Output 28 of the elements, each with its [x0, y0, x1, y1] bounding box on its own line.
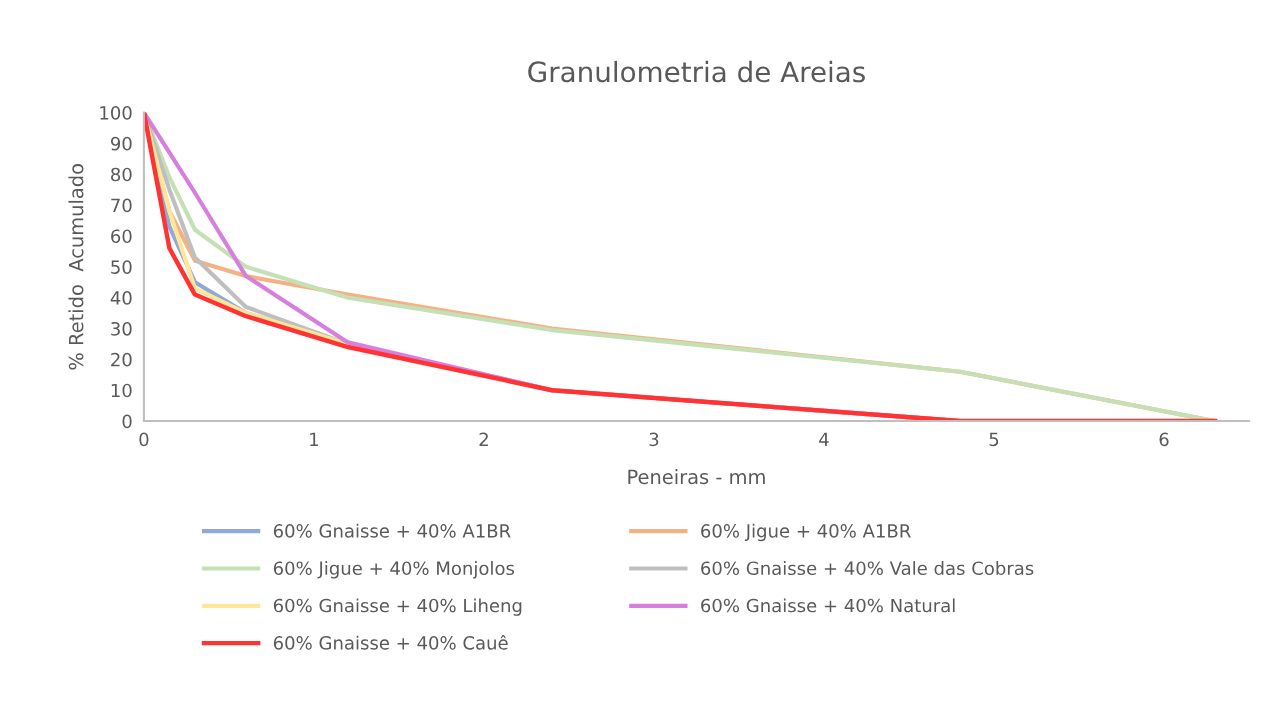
- x-axis-title: Peneiras - mm: [628, 469, 765, 485]
- legend-label: 60% Gnaisse + 40% Cauê: [273, 635, 508, 650]
- x-tick-label: 5: [989, 432, 999, 447]
- y-axis-title: % Retido Acumulado: [68, 164, 84, 370]
- y-tick-label: 100: [100, 105, 132, 120]
- legend-label: 60% Gnaisse + 40% Natural: [701, 598, 955, 613]
- legend-label: 60% Jigue + 40% Monjolos: [273, 561, 515, 579]
- y-tick-label: 60: [111, 229, 132, 244]
- legend-label: 60% Gnaisse + 40% Vale das Cobras: [701, 561, 1034, 576]
- y-tick-label: 0: [122, 414, 132, 429]
- legend-label: 60% Gnaisse + 40% Liheng: [273, 598, 522, 616]
- x-tick-label: 3: [649, 432, 659, 447]
- chart-title: Granulometria de Areias: [528, 60, 865, 83]
- legend-label: 60% Jigue + 40% A1BR: [701, 523, 911, 542]
- x-tick-label: 1: [310, 432, 319, 446]
- x-tick-label: 4: [819, 432, 829, 446]
- y-tick-label: 10: [111, 383, 132, 398]
- y-tick-label: 20: [111, 352, 132, 367]
- x-tick-label: 6: [1159, 432, 1169, 447]
- y-tick-label: 90: [110, 136, 132, 151]
- y-tick-label: 70: [111, 198, 132, 213]
- y-tick-label: 30: [111, 321, 132, 336]
- legend-label: 60% Gnaisse + 40% A1BR: [273, 523, 511, 538]
- y-tick-label: 80: [111, 167, 132, 182]
- y-tick-label: 40: [110, 291, 132, 305]
- y-tick-label: 50: [111, 260, 132, 274]
- x-tick-label: 2: [479, 432, 488, 446]
- x-tick-label: 0: [139, 432, 149, 447]
